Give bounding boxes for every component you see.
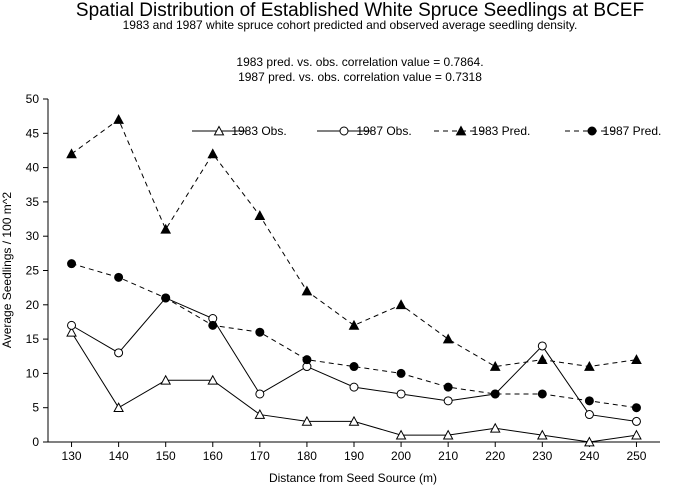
data-point-1983-obs [395, 429, 407, 440]
data-point-1983-pred [631, 354, 642, 365]
legend-label-1987-obs: 1987 Obs. [356, 124, 411, 138]
x-tick-label: 140 [109, 449, 129, 463]
legend: 1983 Obs. 1987 Obs. 1983 Pred. 1987 Pred. [192, 124, 661, 138]
data-point-1987-pred [490, 389, 500, 399]
data-point-1987-obs [349, 382, 359, 392]
data-point-1987-pred [67, 259, 77, 269]
x-tick-label: 150 [156, 449, 176, 463]
chart-subtitle: 1983 and 1987 white spruce cohort predic… [123, 18, 578, 32]
data-point-1983-pred [160, 223, 172, 234]
y-tick-label: 0 [32, 435, 39, 449]
y-tick-label: 5 [32, 401, 39, 415]
y-tick-label: 40 [26, 161, 40, 175]
data-point-1983-obs [113, 402, 124, 413]
data-point-1983-pred [489, 360, 501, 371]
chart-title: Spatial Distribution of Established Whit… [76, 0, 644, 21]
data-point-1983-obs [584, 436, 595, 447]
data-point-1983-pred [66, 148, 77, 159]
data-point-1983-obs [442, 429, 454, 440]
y-axis-label: Average Seedlings / 100 m^2 [0, 192, 14, 349]
plot-area: 0 5 10 15 20 25 30 35 40 45 50 130 140 150 160 170 180 19… [26, 92, 660, 463]
x-tick-label: 170 [250, 449, 270, 463]
x-tick-label: 250 [626, 449, 646, 463]
data-point-1987-obs [443, 396, 453, 406]
x-tick-label: 230 [532, 449, 552, 463]
data-point-1983-obs [160, 374, 172, 385]
data-point-1983-pred [442, 333, 454, 344]
data-point-1987-pred [302, 355, 312, 365]
data-point-1987-pred [349, 362, 359, 372]
x-tick-label: 240 [579, 449, 599, 463]
data-point-1987-obs [255, 389, 265, 399]
data-point-1987-pred [255, 327, 265, 337]
data-point-1983-pred [348, 319, 360, 330]
legend-marker-1983-obs [213, 125, 225, 136]
data-point-1983-pred [395, 299, 407, 310]
data-point-1983-pred [584, 360, 595, 371]
data-point-1983-pred [113, 114, 124, 124]
data-point-1983-obs [536, 429, 548, 440]
x-tick-label: 210 [438, 449, 458, 463]
x-tick-label: 180 [297, 449, 317, 463]
x-tick-label: 130 [62, 449, 82, 463]
data-point-1987-pred [208, 320, 218, 330]
data-point-1987-pred [396, 368, 406, 378]
x-axis-label: Distance from Seed Source (m) [269, 471, 437, 485]
y-tick-label: 25 [26, 264, 40, 278]
data-point-1983-pred [254, 210, 266, 220]
data-point-1987-pred [114, 272, 124, 282]
legend-marker-1983-pred [455, 125, 467, 136]
y-tick-label: 30 [26, 229, 40, 243]
x-tick-label: 200 [391, 449, 411, 463]
x-tick-label: 190 [344, 449, 364, 463]
data-point-1987-pred [584, 396, 594, 406]
y-tick-label: 50 [26, 92, 40, 106]
annotation-1983-correlation: 1983 pred. vs. obs. correlation value = … [236, 55, 483, 69]
data-point-1987-pred [537, 389, 547, 399]
data-point-1983-pred [301, 285, 313, 296]
legend-label-1987-pred: 1987 Pred. [603, 124, 662, 138]
y-tick-label: 10 [26, 366, 40, 380]
data-point-1983-obs [301, 415, 313, 426]
annotation-1987-correlation: 1987 pred. vs. obs. correlation value = … [238, 70, 482, 84]
y-tick-label: 35 [26, 195, 40, 209]
data-point-1983-obs [66, 326, 77, 337]
data-point-1987-obs [396, 389, 406, 399]
legend-marker-1987-obs [339, 126, 349, 136]
y-tick-label: 15 [26, 332, 40, 346]
data-point-1987-obs [537, 341, 547, 351]
data-point-1983-obs [631, 429, 642, 440]
y-tick-label: 45 [26, 126, 40, 140]
legend-label-1983-pred: 1983 Pred. [472, 124, 531, 138]
data-point-1987-pred [631, 403, 641, 413]
data-point-1987-obs [114, 348, 124, 358]
legend-marker-1987-pred [587, 126, 597, 136]
data-point-1987-obs [584, 410, 594, 420]
data-point-1987-obs [67, 320, 77, 330]
data-point-1983-obs [254, 409, 266, 419]
data-point-1987-pred [161, 293, 171, 303]
series-line-1987-obs [71, 297, 637, 422]
data-point-1983-obs [489, 422, 501, 433]
data-point-1983-pred [207, 148, 219, 159]
x-tick-label: 160 [203, 449, 223, 463]
data-point-1987-obs [631, 416, 641, 426]
x-tick-label: 220 [485, 449, 505, 463]
legend-label-1983-obs: 1983 Obs. [231, 124, 286, 138]
data-point-1983-obs [207, 374, 219, 385]
data-point-1987-pred [443, 382, 453, 392]
data-point-1983-obs [348, 415, 360, 426]
data-point-1983-pred [536, 354, 548, 365]
y-tick-label: 20 [26, 298, 40, 312]
